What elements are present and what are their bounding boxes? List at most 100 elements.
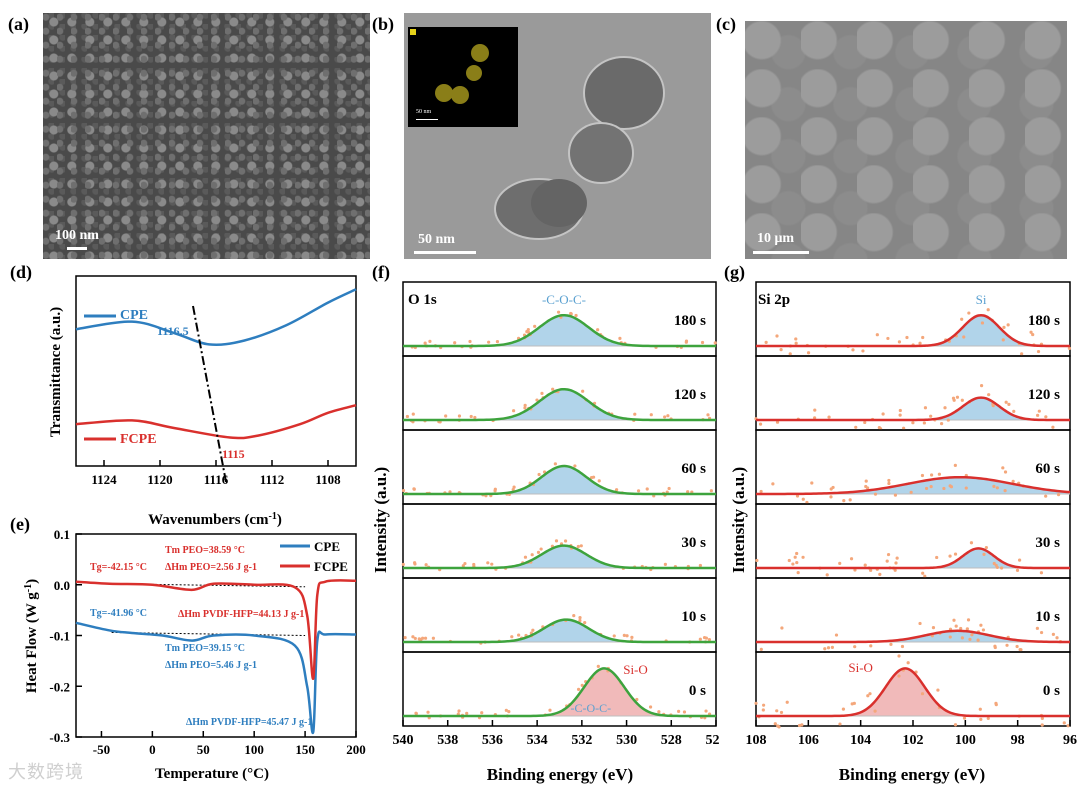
scale-bar-c — [753, 251, 809, 254]
data-point — [453, 341, 457, 345]
data-point — [1018, 647, 1022, 652]
data-point — [1051, 425, 1055, 429]
data-point — [779, 348, 783, 352]
data-point — [553, 462, 557, 466]
data-point — [667, 486, 671, 491]
data-point — [1001, 338, 1005, 342]
data-point — [952, 618, 956, 622]
xlabel-f: Binding energy (eV) — [487, 765, 633, 784]
ylabel-d: Transmittance (a.u.) — [48, 307, 64, 437]
data-point — [953, 552, 958, 556]
data-point — [929, 414, 933, 418]
data-point — [713, 341, 717, 345]
data-point — [924, 486, 929, 491]
fit-line — [403, 667, 716, 718]
data-point — [493, 487, 497, 491]
data-point — [512, 485, 516, 489]
data-point — [895, 556, 899, 560]
data-point — [1055, 636, 1059, 640]
data-point — [886, 336, 890, 341]
data-point — [960, 317, 964, 321]
peak-fill — [403, 545, 716, 568]
ylabel-e: Heat Flow (W g-1) — [23, 579, 41, 693]
data-point — [682, 710, 687, 714]
xlabel-g: Binding energy (eV) — [839, 765, 985, 784]
data-point — [468, 339, 472, 344]
x-tick-label: 526 — [706, 733, 721, 748]
data-point — [418, 637, 422, 641]
data-point — [986, 716, 990, 721]
data-point — [863, 420, 867, 425]
data-point — [869, 568, 873, 572]
data-point — [771, 482, 775, 486]
data-point — [576, 687, 581, 691]
data-point — [923, 574, 927, 578]
data-point — [992, 484, 996, 488]
peak-label-coc-small: -C-O-C- — [570, 701, 611, 715]
data-point — [411, 635, 415, 639]
data-point — [801, 555, 805, 559]
plot-frame-d — [75, 275, 357, 467]
data-point — [535, 398, 539, 402]
y-tick-label-e: 0.1 — [54, 527, 70, 542]
data-point — [785, 700, 789, 704]
data-point — [480, 711, 484, 715]
data-point — [795, 551, 799, 556]
data-point — [622, 633, 626, 637]
data-point — [775, 334, 779, 338]
data-point — [986, 308, 990, 312]
data-point — [834, 633, 839, 637]
data-point — [548, 708, 552, 712]
peak-fill — [756, 477, 1070, 494]
data-point — [967, 311, 971, 315]
data-point — [1037, 409, 1041, 413]
data-point — [1066, 724, 1070, 728]
xps-si2p-chart: 180 s 120 s 60 s 30 s 10 s 0 s 108 106 104 102 100… — [729, 281, 1077, 784]
data-point — [556, 310, 561, 314]
data-point — [788, 352, 792, 356]
data-point — [700, 340, 705, 345]
watermark: 大数跨境 — [8, 762, 84, 783]
data-point — [487, 340, 491, 344]
data-point — [826, 646, 831, 650]
data-point — [1039, 571, 1044, 575]
data-point — [461, 564, 465, 568]
data-point — [517, 633, 521, 637]
annot-1115: 1115 — [222, 447, 245, 461]
data-point — [923, 406, 928, 410]
data-point — [869, 644, 873, 648]
data-point — [897, 340, 902, 344]
data-point — [877, 425, 881, 430]
data-point — [1031, 332, 1035, 337]
x-tick-label-d: 1108 — [315, 472, 341, 487]
data-point — [948, 484, 952, 488]
data-point — [921, 571, 925, 575]
x-tick-label-e: 150 — [295, 742, 315, 757]
x-tick-label-d: 1112 — [260, 472, 285, 487]
data-point — [902, 426, 906, 430]
peak-fill — [403, 315, 716, 346]
data-point — [795, 560, 799, 565]
data-point — [540, 391, 544, 395]
data-point — [554, 539, 559, 543]
data-point — [563, 539, 568, 543]
data-point — [569, 312, 573, 316]
data-point — [976, 638, 980, 642]
panel-label-a: (a) — [8, 14, 29, 34]
data-point — [886, 552, 891, 557]
data-point — [578, 615, 582, 620]
data-point — [1039, 630, 1044, 635]
xps-subplot — [402, 651, 717, 727]
data-point — [920, 692, 925, 696]
data-point — [982, 552, 986, 556]
panel-label-d: (d) — [10, 262, 32, 282]
data-point — [698, 563, 702, 568]
data-point — [935, 555, 939, 560]
data-point — [911, 421, 915, 425]
data-point — [530, 553, 534, 557]
data-point — [987, 393, 991, 397]
data-point — [773, 722, 777, 726]
fit-line — [755, 475, 1071, 496]
scale-bar-b — [414, 251, 476, 254]
data-point — [411, 412, 415, 416]
